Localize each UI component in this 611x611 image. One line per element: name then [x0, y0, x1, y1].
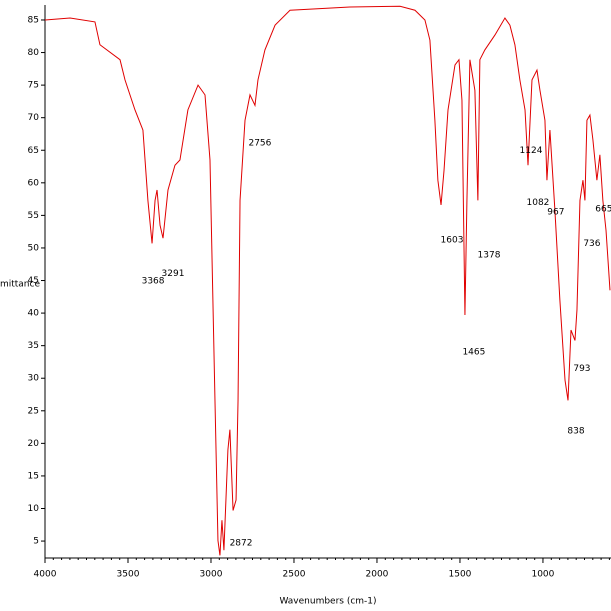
peak-label: 736: [583, 239, 600, 249]
y-tick-label: 80: [28, 48, 40, 58]
y-tick-label: 20: [28, 439, 40, 449]
x-tick-label: 1000: [531, 570, 554, 580]
peak-label: 1082: [527, 198, 550, 208]
spectrum-line: [45, 5, 611, 556]
y-tick-label: 65: [28, 146, 39, 156]
y-tick-label: 10: [28, 504, 40, 514]
y-tick-label: 50: [28, 243, 40, 253]
x-tick-label: 4000: [34, 570, 57, 580]
y-tick-label: 85: [28, 15, 39, 25]
peak-label: 2756: [248, 139, 271, 149]
y-tick-label: 30: [28, 374, 40, 384]
x-tick-label: 2000: [366, 570, 389, 580]
x-tick-label: 3500: [117, 570, 140, 580]
y-axis-label: %Transmittance: [0, 280, 40, 290]
y-tick-label: 75: [28, 81, 39, 91]
peak-label: 665: [595, 204, 611, 214]
y-tick-label: 40: [28, 309, 40, 319]
peak-label: 967: [547, 208, 564, 218]
peak-label: 2872: [230, 539, 253, 549]
y-tick-label: 55: [28, 211, 39, 221]
peak-label: 3368: [142, 277, 165, 287]
y-tick-label: 70: [28, 113, 40, 123]
peak-label: 1603: [441, 236, 464, 246]
peak-label: 838: [567, 426, 584, 436]
y-tick-label: 35: [28, 341, 39, 351]
peak-label: 3291: [162, 269, 185, 279]
peak-label: 1378: [478, 251, 501, 261]
x-axis-label: Wavenumbers (cm-1): [279, 597, 376, 607]
x-tick-label: 2500: [283, 570, 306, 580]
y-tick-label: 15: [28, 471, 39, 481]
series: [45, 5, 611, 556]
x-tick-label: 1500: [449, 570, 472, 580]
peak-label: 793: [573, 364, 590, 374]
y-tick-label: 60: [28, 178, 40, 188]
y-tick-label: 45: [28, 276, 39, 286]
y-tick-label: 25: [28, 406, 39, 416]
y-tick-label: 5: [33, 537, 39, 547]
x-tick-label: 3000: [200, 570, 223, 580]
peak-label: 1465: [462, 348, 485, 358]
peak-label: 1124: [520, 146, 543, 156]
